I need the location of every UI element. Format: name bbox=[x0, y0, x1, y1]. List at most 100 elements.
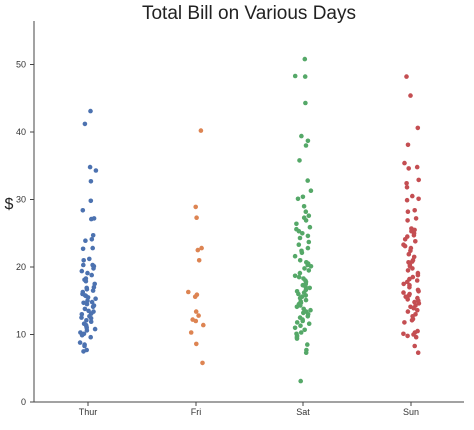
series-fri bbox=[186, 128, 206, 366]
data-point-sun bbox=[416, 301, 422, 306]
data-point-sun bbox=[412, 208, 418, 213]
data-point-fri bbox=[194, 341, 199, 347]
data-point-sun bbox=[402, 237, 408, 242]
data-point-thur bbox=[88, 334, 93, 340]
data-point-sat bbox=[303, 218, 309, 223]
data-point-sun bbox=[405, 218, 410, 223]
series-thur bbox=[77, 108, 99, 354]
data-point-sat bbox=[295, 196, 301, 202]
data-point-sun bbox=[415, 307, 420, 313]
data-point-sat bbox=[294, 336, 300, 341]
data-point-sat bbox=[305, 233, 311, 239]
data-point-thur bbox=[88, 319, 94, 325]
data-point-thur bbox=[87, 256, 92, 262]
x-tick-label-fri: Fri bbox=[191, 407, 202, 417]
y-tick-label: 30 bbox=[16, 195, 26, 205]
data-point-sat bbox=[308, 188, 314, 193]
data-point-sat bbox=[294, 320, 300, 325]
data-point-sun bbox=[410, 193, 415, 199]
data-point-thur bbox=[79, 315, 84, 320]
data-point-fri bbox=[198, 128, 204, 133]
series-sat bbox=[292, 56, 314, 384]
data-point-sat bbox=[307, 224, 313, 230]
data-point-sun bbox=[415, 125, 421, 131]
data-point-fri bbox=[188, 330, 194, 335]
data-point-sun bbox=[415, 272, 421, 278]
data-point-sun bbox=[401, 331, 406, 337]
data-point-sun bbox=[410, 274, 416, 280]
data-point-sun bbox=[402, 243, 408, 249]
data-point-thur bbox=[88, 316, 94, 321]
data-point-sat bbox=[296, 228, 302, 234]
data-point-sun bbox=[405, 297, 411, 302]
data-point-sat bbox=[302, 74, 308, 79]
chart-title: Total Bill on Various Days bbox=[142, 3, 356, 24]
data-point-sun bbox=[402, 160, 407, 166]
y-tick-label: 50 bbox=[16, 60, 26, 70]
data-point-sun bbox=[402, 320, 407, 325]
data-point-sun bbox=[411, 233, 417, 238]
data-point-thur bbox=[89, 237, 95, 242]
data-point-sat bbox=[296, 291, 301, 297]
data-point-fri bbox=[193, 318, 199, 324]
data-point-thur bbox=[83, 278, 89, 284]
data-point-sun bbox=[416, 289, 421, 294]
data-point-thur bbox=[93, 296, 98, 302]
data-point-thur bbox=[80, 208, 86, 213]
data-point-thur bbox=[90, 304, 96, 310]
data-point-sun bbox=[405, 268, 411, 273]
x-tick-label-sat: Sat bbox=[296, 407, 310, 417]
x-tick-label-sun: Sun bbox=[403, 407, 419, 417]
data-point-sat bbox=[305, 314, 311, 319]
series-sun bbox=[401, 74, 422, 356]
data-point-sun bbox=[404, 74, 409, 79]
data-point-sun bbox=[415, 350, 421, 356]
y-tick-label: 20 bbox=[16, 262, 26, 272]
data-point-thur bbox=[79, 312, 85, 317]
data-point-thur bbox=[84, 301, 90, 307]
data-point-thur bbox=[88, 108, 93, 114]
data-point-sun bbox=[414, 278, 420, 283]
data-point-sat bbox=[302, 56, 308, 62]
data-point-sun bbox=[408, 93, 413, 98]
data-point-thur bbox=[81, 349, 86, 354]
data-point-sat bbox=[296, 274, 302, 280]
data-point-thur bbox=[90, 288, 96, 293]
data-point-thur bbox=[79, 332, 85, 338]
data-point-sat bbox=[296, 242, 302, 247]
data-point-thur bbox=[89, 299, 95, 305]
data-point-sat bbox=[306, 321, 312, 327]
data-point-sun bbox=[407, 285, 412, 290]
data-point-sat bbox=[305, 342, 310, 347]
data-point-sat bbox=[306, 239, 312, 245]
data-point-sat bbox=[297, 258, 303, 263]
data-point-sun bbox=[411, 305, 417, 311]
data-point-thur bbox=[82, 121, 88, 127]
data-point-thur bbox=[80, 246, 86, 252]
data-point-sat bbox=[303, 209, 309, 214]
data-point-sat bbox=[302, 266, 307, 271]
data-point-fri bbox=[195, 247, 201, 253]
data-point-sun bbox=[401, 281, 407, 287]
x-tick-label-thur: Thur bbox=[79, 407, 98, 417]
data-point-sat bbox=[303, 100, 308, 106]
data-point-sat bbox=[307, 285, 313, 291]
data-point-thur bbox=[88, 198, 94, 204]
data-point-sun bbox=[414, 164, 420, 170]
data-point-sun bbox=[406, 166, 412, 171]
data-point-sun bbox=[401, 290, 406, 295]
data-point-fri bbox=[196, 313, 201, 318]
data-point-fri bbox=[192, 294, 198, 300]
data-point-sat bbox=[300, 318, 306, 324]
data-point-sat bbox=[298, 323, 303, 329]
data-point-sun bbox=[409, 259, 415, 264]
data-point-thur bbox=[89, 272, 94, 278]
data-point-thur bbox=[81, 258, 86, 263]
data-point-sat bbox=[300, 194, 306, 200]
data-point-thur bbox=[82, 343, 87, 349]
data-point-thur bbox=[83, 238, 88, 243]
data-point-sun bbox=[413, 216, 419, 221]
data-point-sat bbox=[298, 330, 304, 335]
data-point-sun bbox=[409, 318, 415, 323]
